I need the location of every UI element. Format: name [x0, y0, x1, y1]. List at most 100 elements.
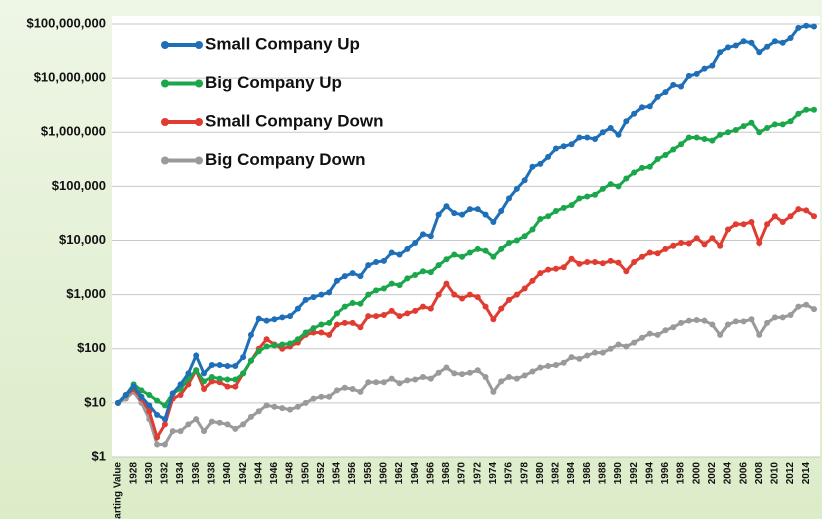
data-point: [232, 363, 239, 370]
x-tick-label: 1944: [253, 462, 264, 485]
data-point: [771, 38, 778, 45]
data-point: [693, 235, 700, 242]
data-point: [154, 397, 161, 404]
data-point: [693, 134, 700, 141]
data-point: [419, 268, 426, 275]
data-point: [756, 239, 763, 246]
data-point: [740, 123, 747, 130]
data-point: [208, 362, 215, 369]
data-point: [717, 242, 724, 249]
data-point: [255, 315, 262, 322]
data-point: [435, 291, 442, 298]
data-point: [701, 241, 708, 248]
data-point: [795, 303, 802, 310]
data-point: [388, 307, 395, 314]
data-point: [185, 421, 192, 428]
data-point: [224, 376, 231, 383]
legend-marker: [161, 79, 169, 88]
data-point: [232, 376, 239, 383]
x-tick-label: 2008: [754, 462, 765, 485]
y-tick-label: $100,000: [52, 178, 106, 193]
data-point: [240, 421, 247, 428]
data-point: [662, 151, 669, 158]
data-point: [271, 316, 278, 323]
data-point: [341, 319, 348, 326]
data-point: [513, 291, 520, 298]
data-point: [427, 375, 434, 382]
y-tick-label: $1,000: [66, 286, 106, 301]
data-point: [294, 305, 301, 312]
data-point: [208, 378, 215, 385]
data-point: [302, 399, 309, 406]
data-point: [279, 405, 286, 412]
data-point: [474, 206, 481, 213]
data-point: [169, 390, 176, 397]
data-point: [529, 226, 536, 233]
data-point: [255, 408, 262, 415]
data-point: [607, 181, 614, 188]
x-tick-label: 1928: [128, 462, 139, 485]
data-point: [161, 441, 168, 448]
data-point: [615, 259, 622, 266]
x-tick-label: 1956: [347, 462, 358, 485]
data-point: [623, 175, 630, 182]
data-point: [333, 321, 340, 328]
data-point: [435, 211, 442, 218]
data-point: [404, 275, 411, 282]
data-point: [396, 380, 403, 387]
data-point: [161, 421, 168, 428]
data-point: [373, 313, 380, 320]
data-point: [748, 39, 755, 46]
data-point: [654, 250, 661, 257]
data-point: [247, 413, 254, 420]
data-point: [568, 255, 575, 262]
data-point: [529, 277, 536, 284]
data-point: [803, 22, 810, 29]
data-point: [811, 306, 817, 313]
data-point: [154, 441, 161, 448]
x-tick-label: 1982: [551, 462, 562, 485]
data-point: [724, 226, 731, 233]
data-point: [357, 324, 364, 331]
data-point: [279, 314, 286, 321]
data-point: [161, 416, 168, 423]
data-point: [177, 428, 184, 435]
x-tick-label: 1984: [566, 462, 577, 485]
data-point: [208, 418, 215, 425]
x-tick-label: 2010: [770, 462, 781, 485]
data-point: [615, 341, 622, 348]
data-point: [451, 251, 458, 258]
data-point: [779, 39, 786, 46]
data-point: [216, 362, 223, 369]
data-point: [552, 208, 559, 215]
data-point: [247, 357, 254, 364]
data-point: [560, 143, 567, 150]
data-point: [388, 280, 395, 287]
data-point: [412, 307, 419, 314]
data-point: [771, 121, 778, 128]
data-point: [678, 83, 685, 90]
data-point: [169, 428, 176, 435]
data-point: [466, 369, 473, 376]
x-tick-label: 1968: [441, 462, 452, 485]
data-point: [631, 169, 638, 176]
data-point: [552, 265, 559, 272]
data-point: [717, 131, 724, 138]
data-point: [326, 289, 333, 296]
data-point: [764, 43, 771, 50]
data-point: [646, 103, 653, 110]
x-tick-label: 1962: [394, 462, 405, 485]
data-point: [638, 253, 645, 260]
data-point: [146, 391, 153, 398]
data-point: [764, 319, 771, 326]
data-point: [482, 247, 489, 254]
x-tick-label: 2012: [785, 462, 796, 485]
data-point: [365, 262, 372, 269]
data-point: [670, 146, 677, 153]
y-tick-label: $1,000,000: [41, 124, 106, 139]
data-point: [427, 233, 434, 240]
data-point: [443, 280, 450, 287]
data-point: [216, 419, 223, 426]
data-point: [678, 239, 685, 246]
data-point: [380, 379, 387, 386]
